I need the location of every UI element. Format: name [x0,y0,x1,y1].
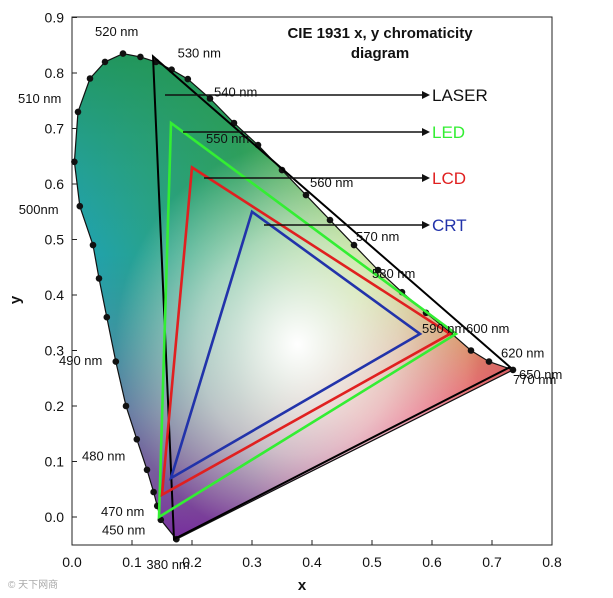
legend-label-lcd: LCD [432,169,466,188]
x-tick-label-1: 0.1 [122,554,142,570]
locus-dot-9 [95,275,103,282]
locus-dot-27 [350,241,358,249]
y-tick-label-9: 0.9 [45,10,65,26]
wavelength-label-14: 490 nm [59,353,102,368]
x-tick-label-7: 0.7 [482,554,502,570]
gamut-triangles [151,54,512,541]
locus-dot-11 [76,202,84,210]
wavelength-label-18: 380 nm [146,557,189,572]
locus-dot-20 [184,75,192,83]
y-tick-label-8: 0.8 [45,65,65,81]
locus-dot-25 [302,191,310,199]
wavelength-labels: 520 nm 530 nm 540 nm 550 nm 560 nm 570 nm 580 … [18,24,562,572]
locus-dot-10 [89,241,97,249]
y-axis-ticks: 0.0 0.1 0.2 0.3 0.4 0.5 0.6 0.7 0.8 0.9 [45,10,77,525]
y-tick-label-2: 0.2 [45,398,65,414]
gamut-crt [168,209,423,481]
chart-title-line1: CIE 1931 x, y chromaticity [287,25,473,42]
wavelength-label-12: 510 nm [18,91,61,106]
y-tick-label-4: 0.4 [45,287,65,303]
legend-label-crt: CRT [432,216,467,235]
x-tick-label-6: 0.6 [422,554,442,570]
wavelength-label-0: 520 nm [95,24,138,39]
arrow-head-crt [422,221,430,229]
x-tick-label-5: 0.5 [362,554,382,570]
wavelength-label-9: 620 nm [501,346,544,361]
y-tick-label-6: 0.6 [45,176,65,192]
locus-dot-16 [119,50,127,57]
x-tick-label-0: 0.0 [62,554,82,570]
locus-dot-5 [133,436,141,443]
x-tick-label-8: 0.8 [542,554,562,570]
x-axis-title: x [298,577,307,594]
x-tick-label-4: 0.4 [302,554,322,570]
wavelength-label-6: 580 nm [372,266,415,281]
wavelength-label-7: 590 nm [422,321,465,336]
wavelength-label-2: 540 nm [214,85,257,100]
y-tick-label-0: 0.0 [45,509,65,525]
locus-dot-28 [374,266,382,274]
locus-dot-26 [326,216,334,224]
arrow-head-led [422,128,430,136]
wavelength-label-17: 450 nm [102,523,145,538]
arrow-head-laser [422,91,430,99]
locus-dot-34 [509,366,517,374]
chart-title-line2: diagram [351,45,409,62]
wavelength-label-5: 570 nm [356,229,399,244]
locus-dot-33 [485,358,493,365]
arrow-head-lcd [422,174,430,182]
watermark: © 天下网商 [8,578,58,591]
x-tick-label-2: 0.2 [182,554,202,570]
wavelength-label-15: 480 nm [82,448,125,463]
wavelength-label-13: 500nm [19,202,59,217]
x-tick-label-3: 0.3 [242,554,262,570]
gamut-laser [151,54,512,541]
wavelength-label-11: 770 nm [513,372,556,387]
wavelength-label-10: 650 nm [519,367,562,382]
y-tick-label-1: 0.1 [45,454,65,470]
locus-dot-17 [137,53,144,61]
locus-dot-12 [71,158,78,166]
wavelength-label-1: 530 nm [178,46,221,61]
wavelength-label-3: 550 nm [206,131,249,146]
x-axis-ticks: 0.0 0.1 0.2 0.3 0.4 0.5 0.6 0.7 0.8 [62,540,562,570]
legend-label-led: LED [432,123,465,142]
y-tick-label-3: 0.3 [45,343,65,359]
locus-dot-32 [467,347,475,354]
locus-dots [71,50,517,543]
legend-label-laser: LASER [432,86,488,105]
y-axis-title: y [7,295,24,304]
locus-dot-21 [206,95,214,102]
wavelength-label-8: 600 nm [466,321,509,336]
locus-dot-13 [74,108,82,116]
gamut-led [157,120,459,520]
y-tick-label-5: 0.5 [45,232,65,248]
locus-dot-4 [143,466,151,474]
gamut-lcd [160,165,453,498]
locus-dot-8 [103,313,111,321]
y-tick-label-7: 0.7 [45,121,65,137]
wavelength-label-4: 560 nm [310,175,353,190]
locus-dot-6 [122,402,130,410]
legend-arrows: LASER LED LCD CRT [165,86,488,235]
locus-dot-14 [86,75,94,82]
wavelength-label-16: 470 nm [101,504,144,519]
locus-dot-3 [150,488,157,496]
locus-dot-7 [112,358,120,365]
locus-dot-15 [101,58,109,66]
